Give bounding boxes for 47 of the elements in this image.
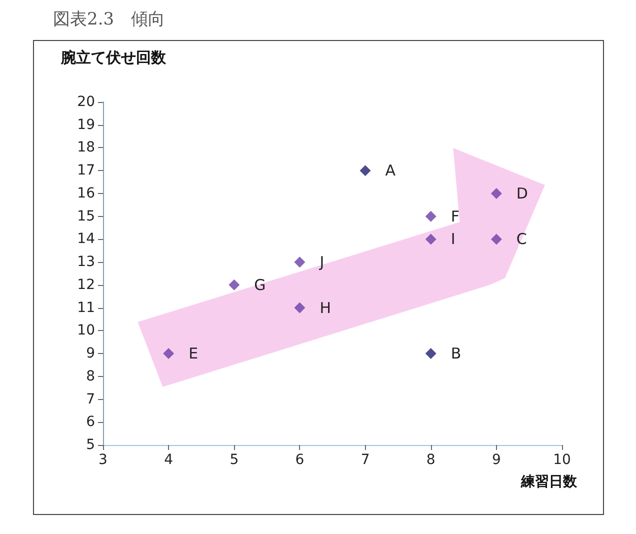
- annotation: H: [320, 298, 331, 317]
- x-tick-label: 5: [230, 452, 239, 468]
- point: [490, 188, 502, 199]
- annotation: J: [318, 253, 324, 272]
- point: [360, 165, 371, 176]
- y-tick-label: 12: [77, 276, 95, 293]
- y-tick-label: 18: [77, 140, 95, 156]
- annotation: C: [516, 230, 527, 248]
- x-tick-label: 3: [98, 452, 108, 468]
- x-tick-label: 6: [295, 452, 304, 468]
- y-tick-label: 14: [77, 231, 96, 248]
- point: [490, 234, 502, 245]
- y-tick-label: 11: [77, 300, 95, 316]
- point: [163, 348, 174, 360]
- annotation: A: [385, 162, 396, 180]
- y-tick-label: 9: [86, 346, 95, 362]
- point: [294, 256, 306, 268]
- y-tick-label: 20: [77, 94, 95, 110]
- annotation: D: [516, 184, 528, 202]
- point: [425, 234, 436, 245]
- point: [425, 210, 436, 222]
- annotation: F: [450, 207, 460, 226]
- x-tick-label: 10: [553, 452, 571, 468]
- y-tick-label: 13: [77, 254, 95, 270]
- y-tick-label: 7: [86, 391, 95, 408]
- y-tick-label: 15: [77, 208, 95, 224]
- y-tick-label: 16: [77, 185, 96, 202]
- annotation: G: [254, 276, 266, 294]
- x-tick-label: 8: [426, 452, 436, 468]
- y-tick-label: 6: [86, 414, 96, 430]
- annotation: I: [450, 230, 456, 248]
- x-tick-label: 7: [360, 452, 370, 468]
- point: [425, 348, 436, 360]
- x-tick-label: 4: [164, 452, 174, 468]
- x-tick-label: 9: [492, 452, 501, 468]
- chart-title: 図表2.3 傾向: [53, 10, 166, 30]
- y-tick-label: 17: [77, 162, 95, 179]
- y-tick-label: 5: [86, 437, 95, 453]
- annotation: E: [188, 344, 198, 363]
- point: [294, 302, 306, 314]
- y-tick-label: 8: [86, 368, 95, 384]
- y-tick-label: 10: [77, 322, 95, 339]
- point: [228, 279, 240, 290]
- y-axis-title: 腕立て伏せ回数: [60, 48, 167, 66]
- annotation: B: [450, 344, 462, 363]
- x-axis-title: 練習日数: [520, 474, 578, 490]
- y-tick-label: 19: [77, 116, 95, 133]
